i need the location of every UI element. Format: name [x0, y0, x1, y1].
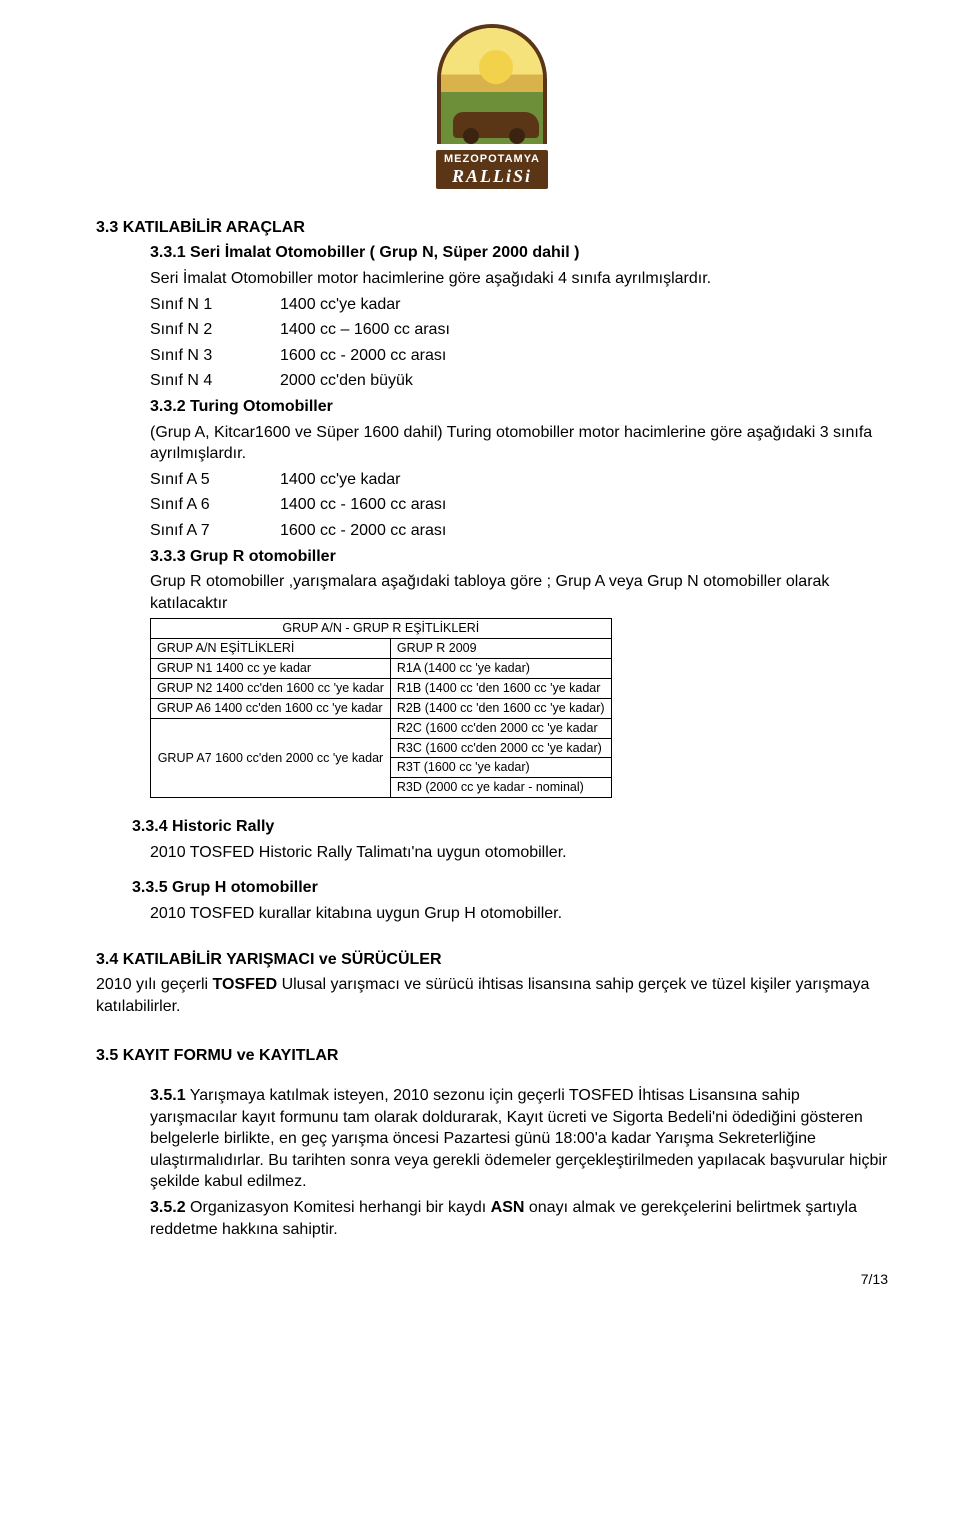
section-3-3-body: 3.3.1 Seri İmalat Otomobiller ( Grup N, …	[96, 242, 888, 924]
sub-3-3-5-head: 3.3.5 Grup H otomobiller	[132, 879, 318, 896]
sub-3-3-2-head: 3.3.2 Turing Otomobiller	[150, 398, 333, 415]
class-n-range: 1400 cc'ye kadar	[280, 294, 400, 316]
s351-body: Yarışmaya katılmak isteyen, 2010 sezonu …	[150, 1087, 887, 1190]
class-n-label: Sınıf N 4	[150, 370, 280, 392]
class-a-row: Sınıf A 71600 cc - 2000 cc arası	[150, 520, 888, 542]
class-n-row: Sınıf N 31600 cc - 2000 cc arası	[150, 345, 888, 367]
table-right-header: GRUP R 2009	[390, 639, 611, 659]
s351-num: 3.5.1	[150, 1087, 186, 1104]
s352-bold: ASN	[491, 1199, 525, 1216]
table-cell-right: R1A (1400 cc 'ye kadar)	[390, 659, 611, 679]
section-3-4-body: 2010 yılı geçerli TOSFED Ulusal yarışmac…	[96, 974, 888, 1017]
class-n-row: Sınıf N 21400 cc – 1600 cc arası	[150, 319, 888, 341]
sub-3-3-3-head: 3.3.3 Grup R otomobiller	[150, 548, 336, 565]
page-number: 7/13	[96, 1270, 888, 1289]
sub-3-3-1-lead: Seri İmalat Otomobiller motor hacimlerin…	[150, 268, 888, 290]
class-n-range: 2000 cc'den büyük	[280, 370, 413, 392]
s352-num: 3.5.2	[150, 1199, 186, 1216]
sub-3-3-4-body: 2010 TOSFED Historic Rally Talimatı'na u…	[150, 842, 888, 864]
logo-arch-icon	[437, 24, 547, 144]
equivalence-table: GRUP A/N - GRUP R EŞİTLİKLERİ GRUP A/N E…	[150, 618, 612, 798]
logo-brand-bottom: RALLiSi	[444, 167, 540, 185]
table-cell-right: R2B (1400 cc 'den 1600 cc 'ye kadar)	[390, 698, 611, 718]
class-n-row: Sınıf N 11400 cc'ye kadar	[150, 294, 888, 316]
sub-3-3-1-head: 3.3.1 Seri İmalat Otomobiller ( Grup N, …	[150, 244, 579, 261]
table-a7-r3: R3D (2000 cc ye kadar - nominal)	[390, 778, 611, 798]
sub-3-5-2: 3.5.2 Organizasyon Komitesi herhangi bir…	[150, 1197, 888, 1240]
table-cell-left: GRUP N2 1400 cc'den 1600 cc 'ye kadar	[151, 678, 391, 698]
class-a-label: Sınıf A 5	[150, 469, 280, 491]
logo-graphic: MEZOPOTAMYA RALLiSi	[436, 24, 548, 189]
class-n-label: Sınıf N 2	[150, 319, 280, 341]
table-row: GRUP A6 1400 cc'den 1600 cc 'ye kadarR2B…	[151, 698, 612, 718]
class-a-range: 1400 cc'ye kadar	[280, 469, 400, 491]
table-a7-r0: R2C (1600 cc'den 2000 cc 'ye kadar	[390, 718, 611, 738]
table-cell-right: R1B (1400 cc 'den 1600 cc 'ye kadar	[390, 678, 611, 698]
class-a-row: Sınıf A 51400 cc'ye kadar	[150, 469, 888, 491]
s34-bold: TOSFED	[213, 976, 278, 993]
table-a7-r1: R3C (1600 cc'den 2000 cc 'ye kadar)	[390, 738, 611, 758]
table-cell-left: GRUP N1 1400 cc ye kadar	[151, 659, 391, 679]
class-a-range: 1400 cc - 1600 cc arası	[280, 494, 446, 516]
class-n-label: Sınıf N 1	[150, 294, 280, 316]
table-row: GRUP N2 1400 cc'den 1600 cc 'ye kadarR1B…	[151, 678, 612, 698]
class-n-range: 1600 cc - 2000 cc arası	[280, 345, 446, 367]
class-a-range: 1600 cc - 2000 cc arası	[280, 520, 446, 542]
class-n-range: 1400 cc – 1600 cc arası	[280, 319, 450, 341]
logo-brand-top: MEZOPOTAMYA	[444, 152, 540, 167]
table-left-header: GRUP A/N EŞİTLİKLERİ	[151, 639, 391, 659]
table-a7-r2: R3T (1600 cc 'ye kadar)	[390, 758, 611, 778]
class-a-label: Sınıf A 7	[150, 520, 280, 542]
table-cell-left: GRUP A6 1400 cc'den 1600 cc 'ye kadar	[151, 698, 391, 718]
logo-brand-box: MEZOPOTAMYA RALLiSi	[436, 150, 548, 189]
class-a-label: Sınıf A 6	[150, 494, 280, 516]
table-span-header: GRUP A/N - GRUP R EŞİTLİKLERİ	[151, 619, 612, 639]
table-row: GRUP N1 1400 cc ye kadarR1A (1400 cc 'ye…	[151, 659, 612, 679]
s352-pre: Organizasyon Komitesi herhangi bir kaydı	[186, 1199, 491, 1216]
section-3-5-title: 3.5 KAYIT FORMU ve KAYITLAR	[96, 1045, 888, 1067]
class-n-label: Sınıf N 3	[150, 345, 280, 367]
section-3-4-title: 3.4 KATILABİLİR YARIŞMACI ve SÜRÜCÜLER	[96, 949, 888, 971]
sub-3-3-2-lead: (Grup A, Kitcar1600 ve Süper 1600 dahil)…	[150, 422, 888, 465]
class-n-row: Sınıf N 42000 cc'den büyük	[150, 370, 888, 392]
class-a-row: Sınıf A 61400 cc - 1600 cc arası	[150, 494, 888, 516]
section-3-3-title: 3.3 KATILABİLİR ARAÇLAR	[96, 217, 888, 239]
sub-3-3-4-head: 3.3.4 Historic Rally	[132, 818, 274, 835]
header-logo: MEZOPOTAMYA RALLiSi	[96, 24, 888, 189]
sub-3-3-3-lead: Grup R otomobiller ,yarışmalara aşağıdak…	[150, 571, 888, 614]
sub-3-5-1: 3.5.1 Yarışmaya katılmak isteyen, 2010 s…	[150, 1085, 888, 1193]
s34-pre: 2010 yılı geçerli	[96, 976, 213, 993]
table-a7-left: GRUP A7 1600 cc'den 2000 cc 'ye kadar	[151, 718, 391, 798]
sub-3-3-5-body: 2010 TOSFED kurallar kitabına uygun Grup…	[150, 903, 888, 925]
